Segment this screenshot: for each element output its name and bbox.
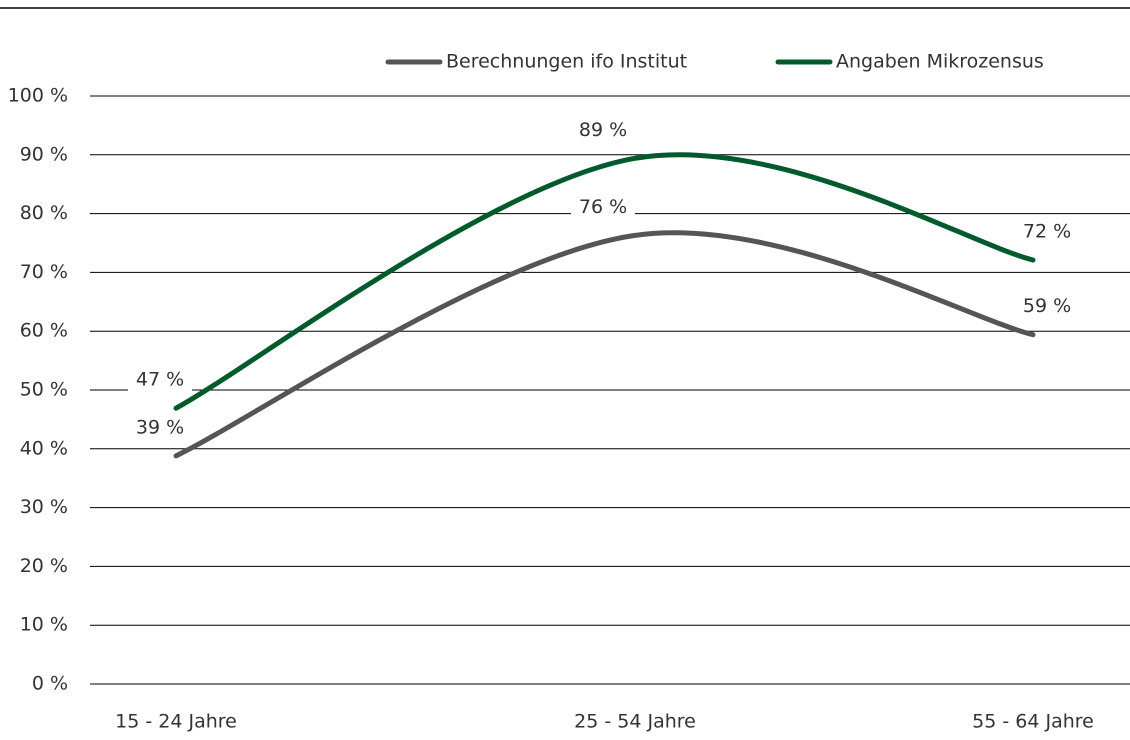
x-tick-label: 15 - 24 Jahre: [115, 711, 237, 733]
y-tick-label: 0 %: [32, 673, 68, 695]
legend-label: Berechnungen ifo Institut: [446, 51, 687, 73]
value-label: 59 %: [1023, 295, 1071, 317]
series-line: [173, 152, 1036, 411]
x-tick-label: 55 - 64 Jahre: [972, 711, 1094, 733]
series-line: [173, 230, 1036, 459]
y-tick-label: 100 %: [8, 85, 68, 107]
label-bg: [128, 415, 192, 440]
value-label: 39 %: [136, 416, 184, 438]
label-bg: [128, 368, 192, 393]
value-label: 72 %: [1023, 221, 1071, 243]
value-label: 76 %: [579, 196, 627, 218]
label-bg: [571, 195, 635, 220]
y-tick-label: 70 %: [20, 261, 68, 283]
label-bg: [571, 118, 635, 143]
value-label: 89 %: [579, 119, 627, 141]
y-tick-label: 50 %: [20, 379, 68, 401]
value-label: 47 %: [136, 369, 184, 391]
label-bg: [1015, 220, 1079, 245]
y-tick-label: 40 %: [20, 437, 68, 459]
y-tick-label: 10 %: [20, 614, 68, 636]
x-tick-label: 25 - 54 Jahre: [574, 711, 696, 733]
label-bg: [1015, 294, 1079, 319]
y-tick-label: 90 %: [20, 143, 68, 165]
y-tick-label: 30 %: [20, 496, 68, 518]
y-tick-label: 80 %: [20, 202, 68, 224]
y-tick-label: 60 %: [20, 320, 68, 342]
legend-label: Angaben Mikrozensus: [836, 51, 1044, 73]
y-tick-label: 20 %: [20, 555, 68, 577]
